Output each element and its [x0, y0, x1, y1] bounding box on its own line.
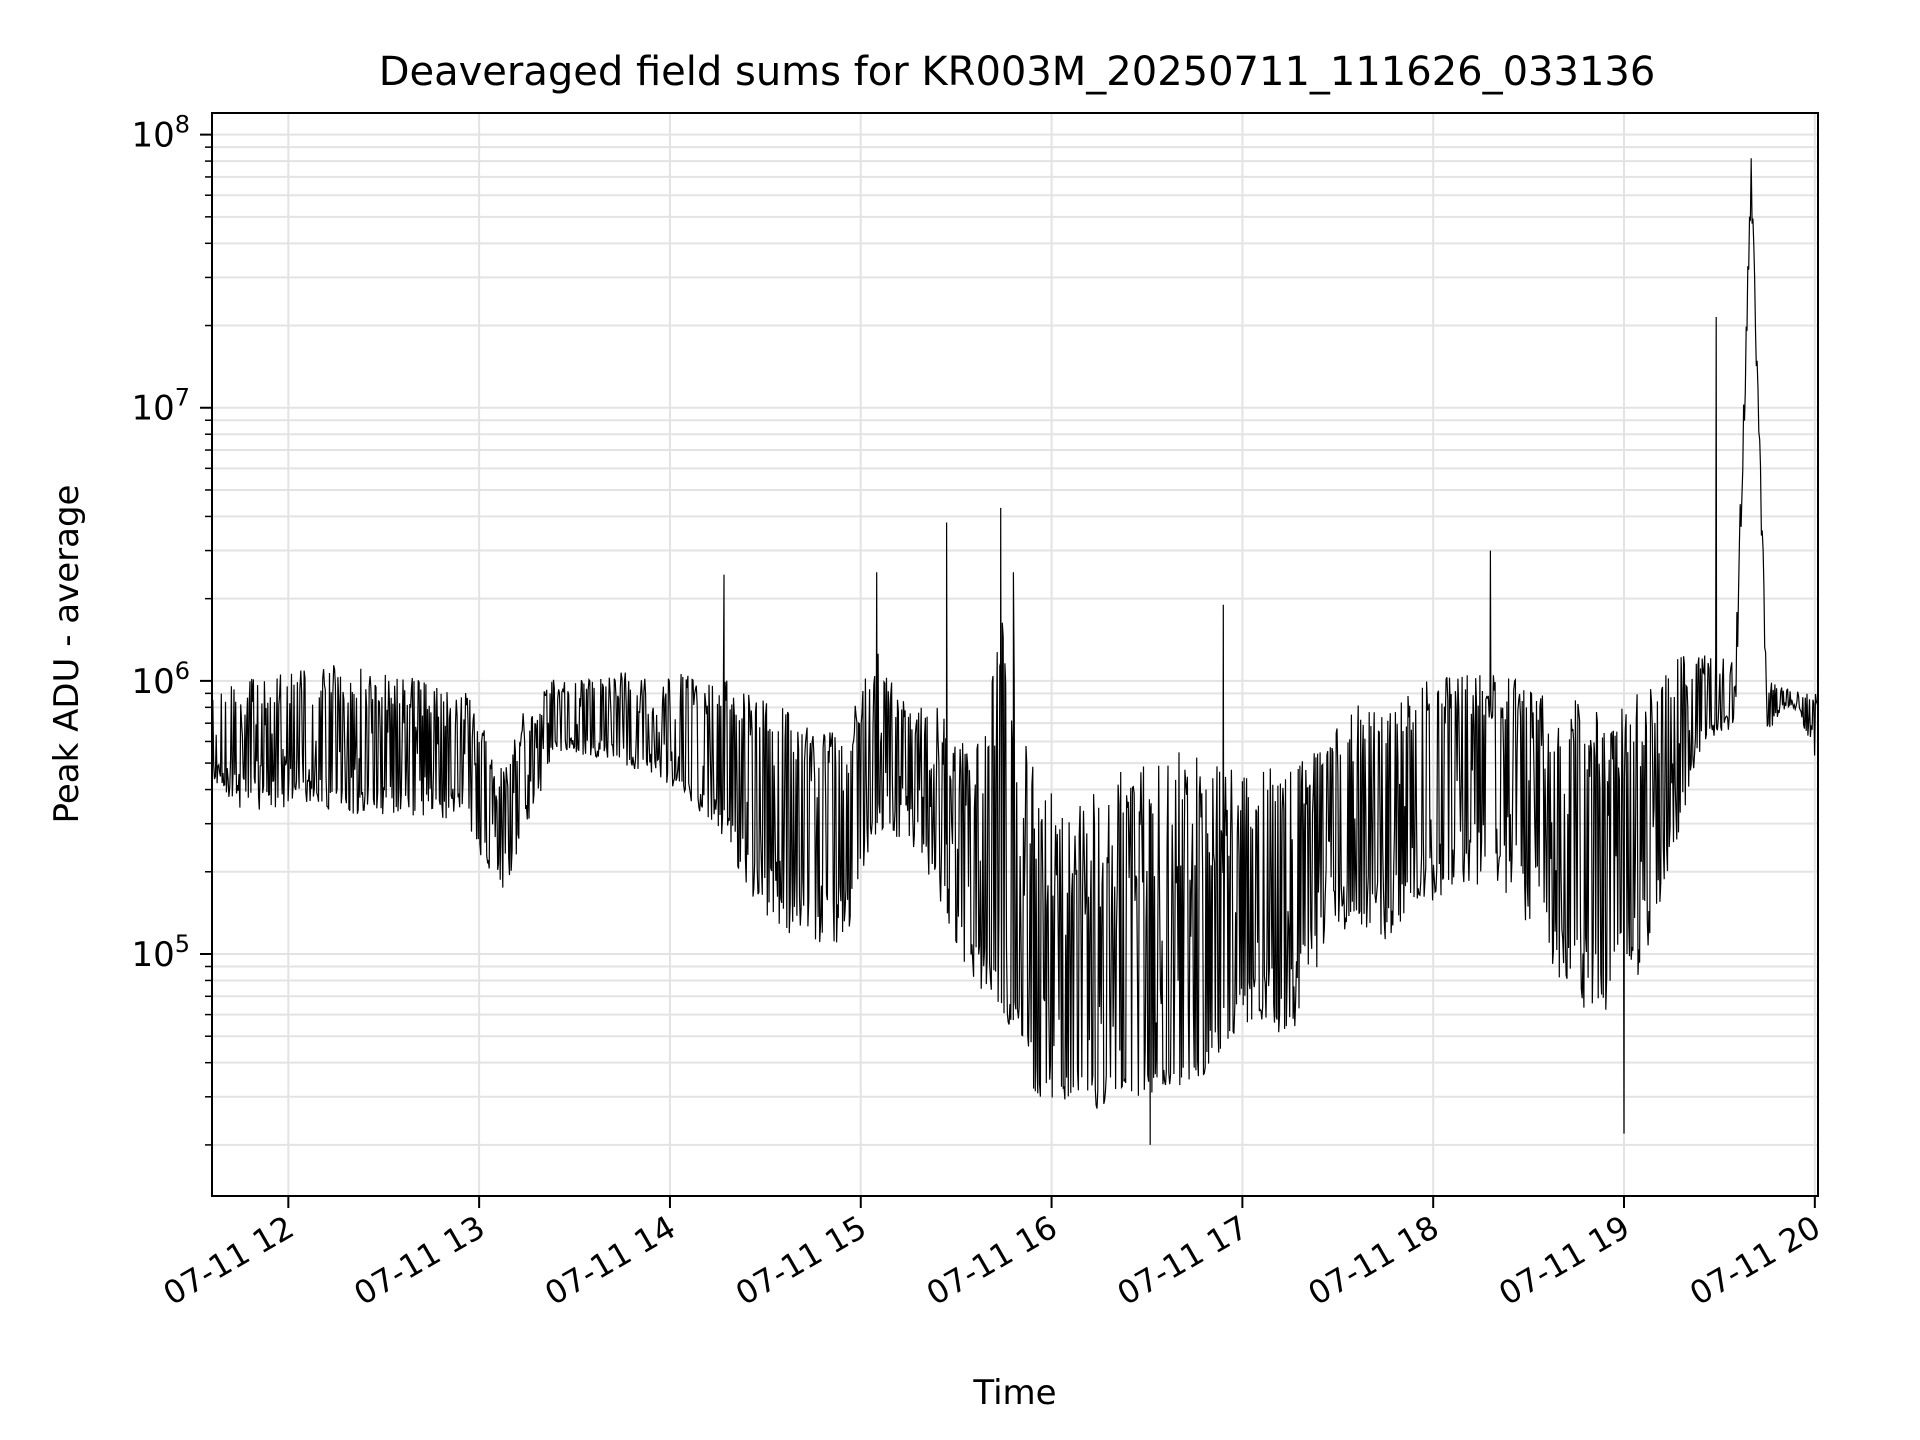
plot-frame	[211, 112, 1819, 1197]
y-tick-label: 107	[131, 384, 190, 429]
chart-title: Deaveraged field sums for KR003M_2025071…	[379, 49, 1656, 95]
data-line	[211, 158, 1819, 1145]
series-line	[211, 158, 1819, 1145]
y-tick-label: 105	[131, 930, 190, 975]
y-tick-label: 108	[131, 111, 190, 156]
x-axis-label: Time	[972, 1373, 1056, 1413]
y-axis-label: Peak ADU - average	[47, 485, 87, 824]
y-tick-label: 106	[131, 657, 190, 702]
